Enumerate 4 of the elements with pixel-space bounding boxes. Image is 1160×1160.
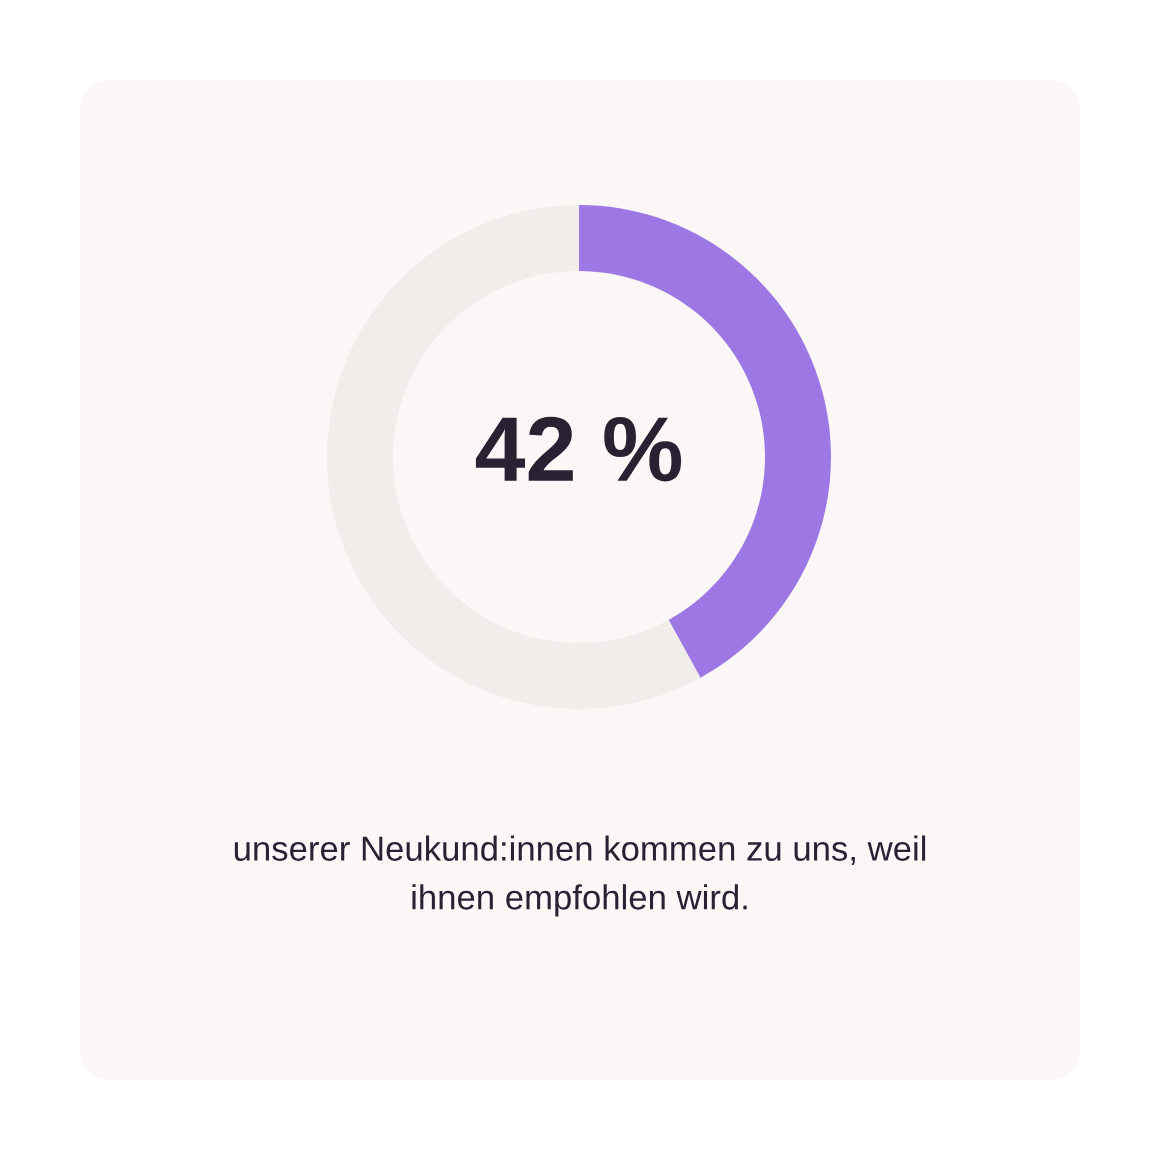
donut-slice: [579, 205, 831, 678]
donut-slice: [327, 205, 701, 709]
text: unserer Neukund:innen kommen zu uns, weil ihnen empfohlen wird.: [234, 835, 926, 917]
text: 42 %: [475, 416, 682, 482]
